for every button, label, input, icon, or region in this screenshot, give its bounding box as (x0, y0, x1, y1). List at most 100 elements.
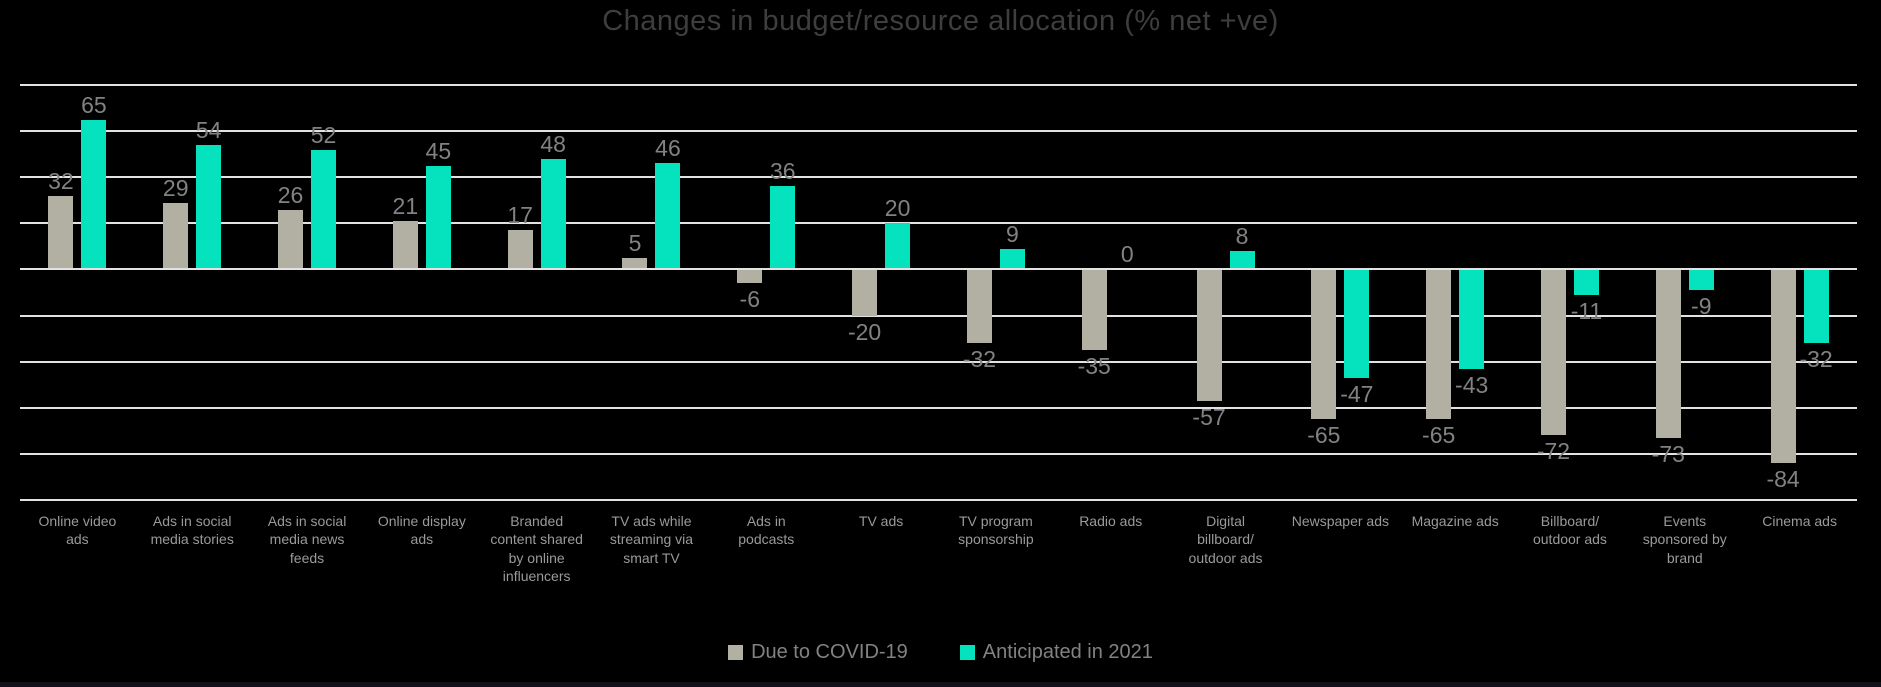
legend-item-anticipated-in-2021: Anticipated in 2021 (959, 641, 1153, 664)
category-label: Events sponsored by brand (1642, 513, 1727, 566)
bar-due-to-covid-19 (852, 269, 878, 316)
bar-anticipated-in-2021 (425, 165, 451, 270)
bar-due-to-covid-19 (1540, 269, 1566, 436)
category-label: Ads in social media stories (150, 513, 234, 548)
value-label: 5 (628, 229, 642, 256)
value-label: -65 (1307, 422, 1341, 449)
value-label: 32 (48, 167, 74, 194)
value-label: -20 (847, 318, 882, 345)
bar-anticipated-in-2021 (1459, 269, 1485, 369)
value-label: 17 (507, 202, 533, 229)
bar-anticipated-in-2021 (655, 163, 681, 270)
value-label: 21 (392, 193, 419, 220)
legend: Due to COVID-19 Anticipated in 2021 (0, 641, 1881, 664)
category-label: Billboard/​outdoor ads (1532, 513, 1607, 548)
bar-due-to-covid-19 (1081, 269, 1107, 351)
value-label: 46 (655, 135, 681, 162)
value-label: 52 (310, 121, 337, 148)
bar-due-to-covid-19 (966, 269, 992, 344)
category-label: Branded content shared by online influen… (490, 513, 583, 585)
bottom-edge-strip (0, 682, 1881, 687)
category-label: Cinema ads (1762, 513, 1837, 529)
value-label: -6 (739, 286, 760, 313)
value-label: 45 (425, 137, 452, 164)
category-label: Online display ads (377, 513, 466, 548)
bar-anticipated-in-2021 (81, 119, 107, 270)
legend-item-due-to-covid-19: Due to COVID-19 (728, 641, 908, 664)
value-label: -84 (1766, 466, 1800, 493)
value-label: -35 (1077, 353, 1111, 380)
bar-anticipated-in-2021 (1229, 251, 1255, 270)
value-label: 20 (884, 195, 911, 222)
bar-anticipated-in-2021 (1344, 269, 1370, 378)
bar-due-to-covid-19 (1311, 269, 1337, 420)
category-label: TV program sponsorship (958, 513, 1034, 548)
bar-anticipated-in-2021 (540, 158, 566, 270)
category-label: TV ads (858, 513, 904, 529)
category-label: Online video ads (38, 513, 117, 548)
bar-anticipated-in-2021 (999, 248, 1025, 270)
value-label: 26 (277, 181, 304, 208)
bar-anticipated-in-2021 (311, 149, 337, 270)
value-label: -32 (1799, 346, 1833, 373)
value-label: -73 (1651, 440, 1685, 467)
value-label: -32 (962, 346, 997, 373)
value-label: -57 (1192, 403, 1226, 430)
bar-anticipated-in-2021 (770, 186, 796, 270)
category-label: Magazine ads (1411, 513, 1499, 529)
bar-due-to-covid-19 (1426, 269, 1452, 420)
zero-axis-line (20, 268, 1857, 271)
gridline (20, 222, 1857, 225)
category-label: TV ads while streaming via smart TV (609, 513, 694, 566)
category-label: Ads in podcasts (738, 513, 795, 548)
bar-due-to-covid-19 (507, 230, 533, 270)
gridline (20, 130, 1857, 133)
gridline (20, 176, 1857, 179)
value-label: -65 (1422, 422, 1456, 449)
category-label: Newspaper ads (1291, 513, 1389, 529)
legend-label: Anticipated in 2021 (982, 641, 1153, 663)
value-label: 8 (1235, 223, 1249, 249)
value-label: -47 (1340, 380, 1374, 407)
bar-anticipated-in-2021 (1688, 269, 1714, 291)
bar-due-to-covid-19 (737, 269, 763, 284)
gridline (20, 452, 1857, 455)
bar-due-to-covid-19 (1655, 269, 1681, 438)
value-label: 29 (162, 174, 189, 201)
bar-due-to-covid-19 (48, 195, 74, 270)
bar-anticipated-in-2021 (885, 223, 911, 270)
value-label: -43 (1455, 371, 1489, 398)
value-label: -9 (1691, 293, 1712, 320)
legend-swatch-anticipated (959, 645, 975, 660)
category-label: Digital billboard/​outdoor ads (1188, 513, 1263, 566)
gridline (20, 84, 1857, 86)
bar-due-to-covid-19 (392, 221, 418, 270)
value-label: 54 (195, 116, 222, 143)
bar-due-to-covid-19 (278, 209, 304, 270)
value-label: -11 (1570, 297, 1603, 324)
legend-swatch-covid (728, 645, 744, 660)
value-label: -72 (1536, 438, 1571, 465)
category-axis: Online video ads Ads in social media stor… (20, 512, 1857, 586)
category-label: Radio ads (1079, 513, 1143, 529)
value-label: 9 (1006, 220, 1019, 247)
bar-anticipated-in-2021 (1803, 269, 1829, 344)
bar-anticipated-in-2021 (1573, 269, 1599, 295)
bar-anticipated-in-2021 (196, 144, 222, 270)
bar-due-to-covid-19 (163, 202, 189, 270)
bar-due-to-covid-19 (1770, 269, 1796, 464)
bar-due-to-covid-19 (1196, 269, 1222, 401)
legend-label: Due to COVID-19 (751, 641, 908, 663)
category-label: Ads in social media news feeds (267, 513, 347, 566)
value-label: 48 (540, 130, 566, 157)
gridline (20, 360, 1857, 363)
gridline (20, 406, 1857, 409)
value-label: 0 (1120, 241, 1134, 268)
value-label: 36 (769, 158, 796, 185)
gridline (20, 499, 1857, 501)
bar-due-to-covid-19 (622, 257, 648, 270)
gridline (20, 314, 1857, 317)
value-label: 65 (81, 91, 107, 118)
chart-title: Changes in budget/resource allocation (%… (602, 5, 1279, 37)
